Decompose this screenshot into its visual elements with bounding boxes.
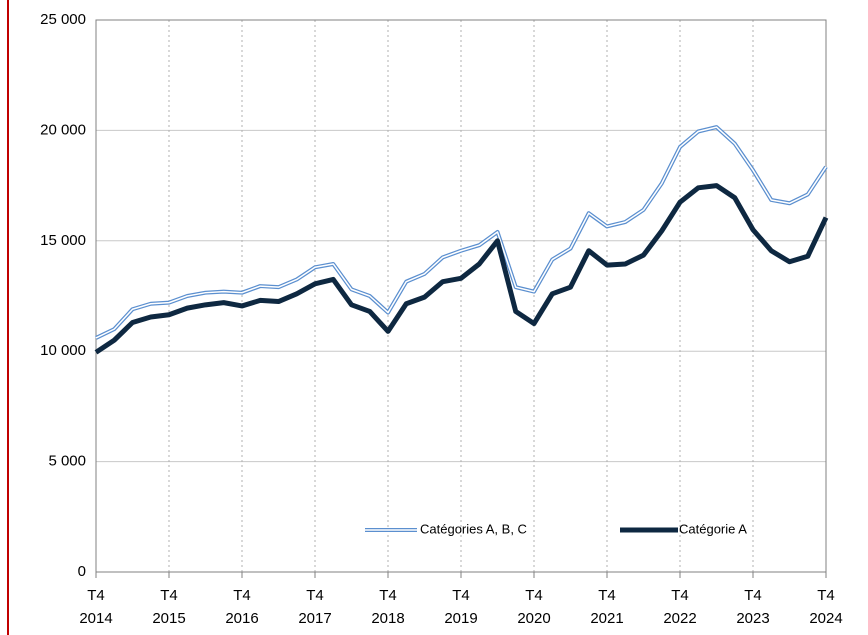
x-tick-label: T4 2016: [225, 587, 259, 627]
line-inner: [95, 126, 827, 339]
y-tick-label: 20 000: [40, 121, 86, 138]
x-tick-label: T4 2017: [298, 587, 332, 627]
y-tick-label: 15 000: [40, 232, 86, 249]
y-tick-label: 25 000: [40, 11, 86, 28]
x-tick-label: T4 2020: [517, 587, 551, 627]
y-tick-label: 10 000: [40, 342, 86, 359]
x-tick-label: T4 2019: [444, 587, 478, 627]
x-tick-label: T4 2015: [152, 587, 186, 627]
x-tick-label: T4 2023: [736, 587, 770, 627]
plot-frame: [95, 19, 827, 573]
line: [94, 183, 829, 355]
legend-label: Catégorie A: [679, 521, 747, 536]
x-tick-label: T4 2014: [79, 587, 113, 627]
legend-label: Catégories A, B, C: [420, 521, 527, 536]
y-tick-label: 0: [78, 563, 86, 580]
x-tick-label: T4 2022: [663, 587, 697, 627]
x-tick-label: T4 2018: [371, 587, 405, 627]
y-tick-label: 5 000: [48, 453, 86, 470]
x-tick-label: T4 2024: [809, 587, 843, 627]
x-tick-label: T4 2021: [590, 587, 624, 627]
